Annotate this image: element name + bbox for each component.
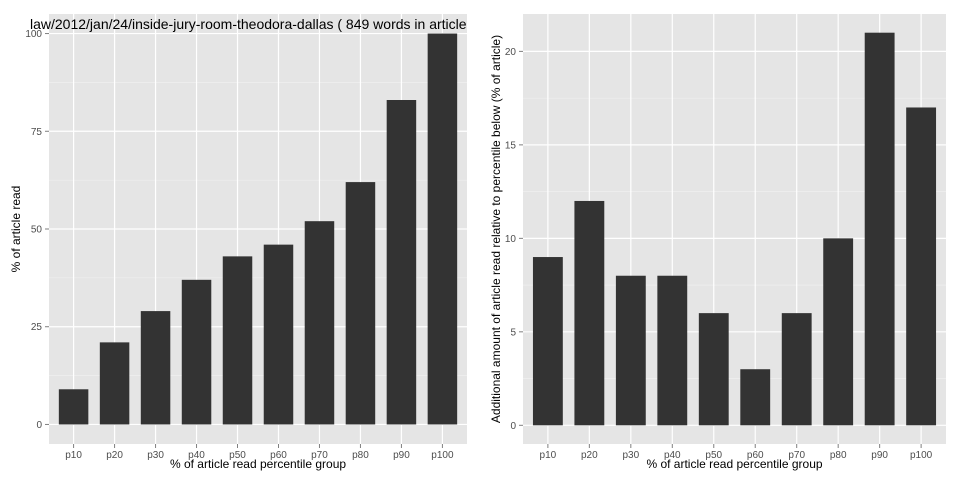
bar-p30 [615, 275, 646, 426]
x-tick-label: p40 [188, 450, 205, 461]
bar-p50 [222, 256, 253, 425]
x-tick-label: p100 [431, 450, 454, 461]
bar-p70 [304, 221, 335, 425]
y-tick-label: 25 [31, 322, 43, 333]
x-tick-label: p80 [830, 450, 847, 461]
bar-p40 [181, 279, 212, 425]
y-tick-label: 50 [31, 225, 43, 236]
y-tick-label: 20 [505, 47, 517, 58]
x-tick-label: p40 [664, 450, 681, 461]
bar-p60 [740, 369, 771, 426]
x-tick-label: p100 [910, 450, 933, 461]
x-tick-label: p70 [788, 450, 805, 461]
bar-p80 [345, 182, 376, 425]
x-axis-label: % of article read percentile group [170, 457, 346, 471]
y-tick-label: 0 [36, 420, 42, 431]
y-tick-label: 10 [505, 234, 517, 245]
y-axis-label: Additional amount of article read relati… [489, 35, 503, 423]
y-tick-label: 0 [510, 421, 516, 432]
bar-p80 [823, 238, 854, 426]
x-tick-label: p60 [270, 450, 287, 461]
bar-p90 [864, 32, 895, 426]
x-tick-label: p10 [540, 450, 557, 461]
chart-title: law/2012/jan/24/inside-jury-room-theodor… [30, 16, 467, 32]
chart-panel-2: 0 5 10 15 20 p10 p20 p30 p40 p50 p60 p70 p80 p90 p100%… [489, 14, 946, 471]
bar-p70 [781, 313, 812, 426]
x-tick-label: p90 [393, 450, 410, 461]
x-tick-label: p30 [147, 450, 164, 461]
x-tick-label: p60 [747, 450, 764, 461]
bar-p40 [657, 275, 688, 426]
bar-p10 [58, 389, 89, 425]
x-tick-label: p30 [622, 450, 639, 461]
bar-p20 [574, 200, 605, 426]
bar-p10 [532, 257, 563, 426]
bar-p30 [140, 311, 171, 425]
chart-panel-1: 0 25 50 75 100 p10 p20 p30 p40 p50 p60 p70 p80 p90 p10… [9, 14, 467, 471]
x-tick-label: p20 [106, 450, 123, 461]
x-tick-label: p10 [65, 450, 82, 461]
y-axis-label: % of article read [9, 186, 23, 273]
y-tick-label: 15 [505, 140, 517, 151]
x-tick-label: p50 [229, 450, 246, 461]
x-tick-label: p80 [352, 450, 369, 461]
y-tick-label: 75 [31, 127, 43, 138]
bar-p60 [263, 244, 294, 425]
y-tick-label: 100 [25, 29, 42, 40]
bar-p90 [386, 100, 417, 425]
x-axis-label: % of article read percentile group [646, 457, 822, 471]
x-tick-label: p50 [705, 450, 722, 461]
x-tick-label: p70 [311, 450, 328, 461]
x-tick-label: p90 [871, 450, 888, 461]
bar-p20 [99, 342, 130, 425]
bar-p50 [698, 313, 729, 426]
bar-p100 [906, 107, 937, 426]
bar-p100 [427, 33, 458, 425]
y-tick-label: 5 [510, 327, 516, 338]
x-tick-label: p20 [581, 450, 598, 461]
